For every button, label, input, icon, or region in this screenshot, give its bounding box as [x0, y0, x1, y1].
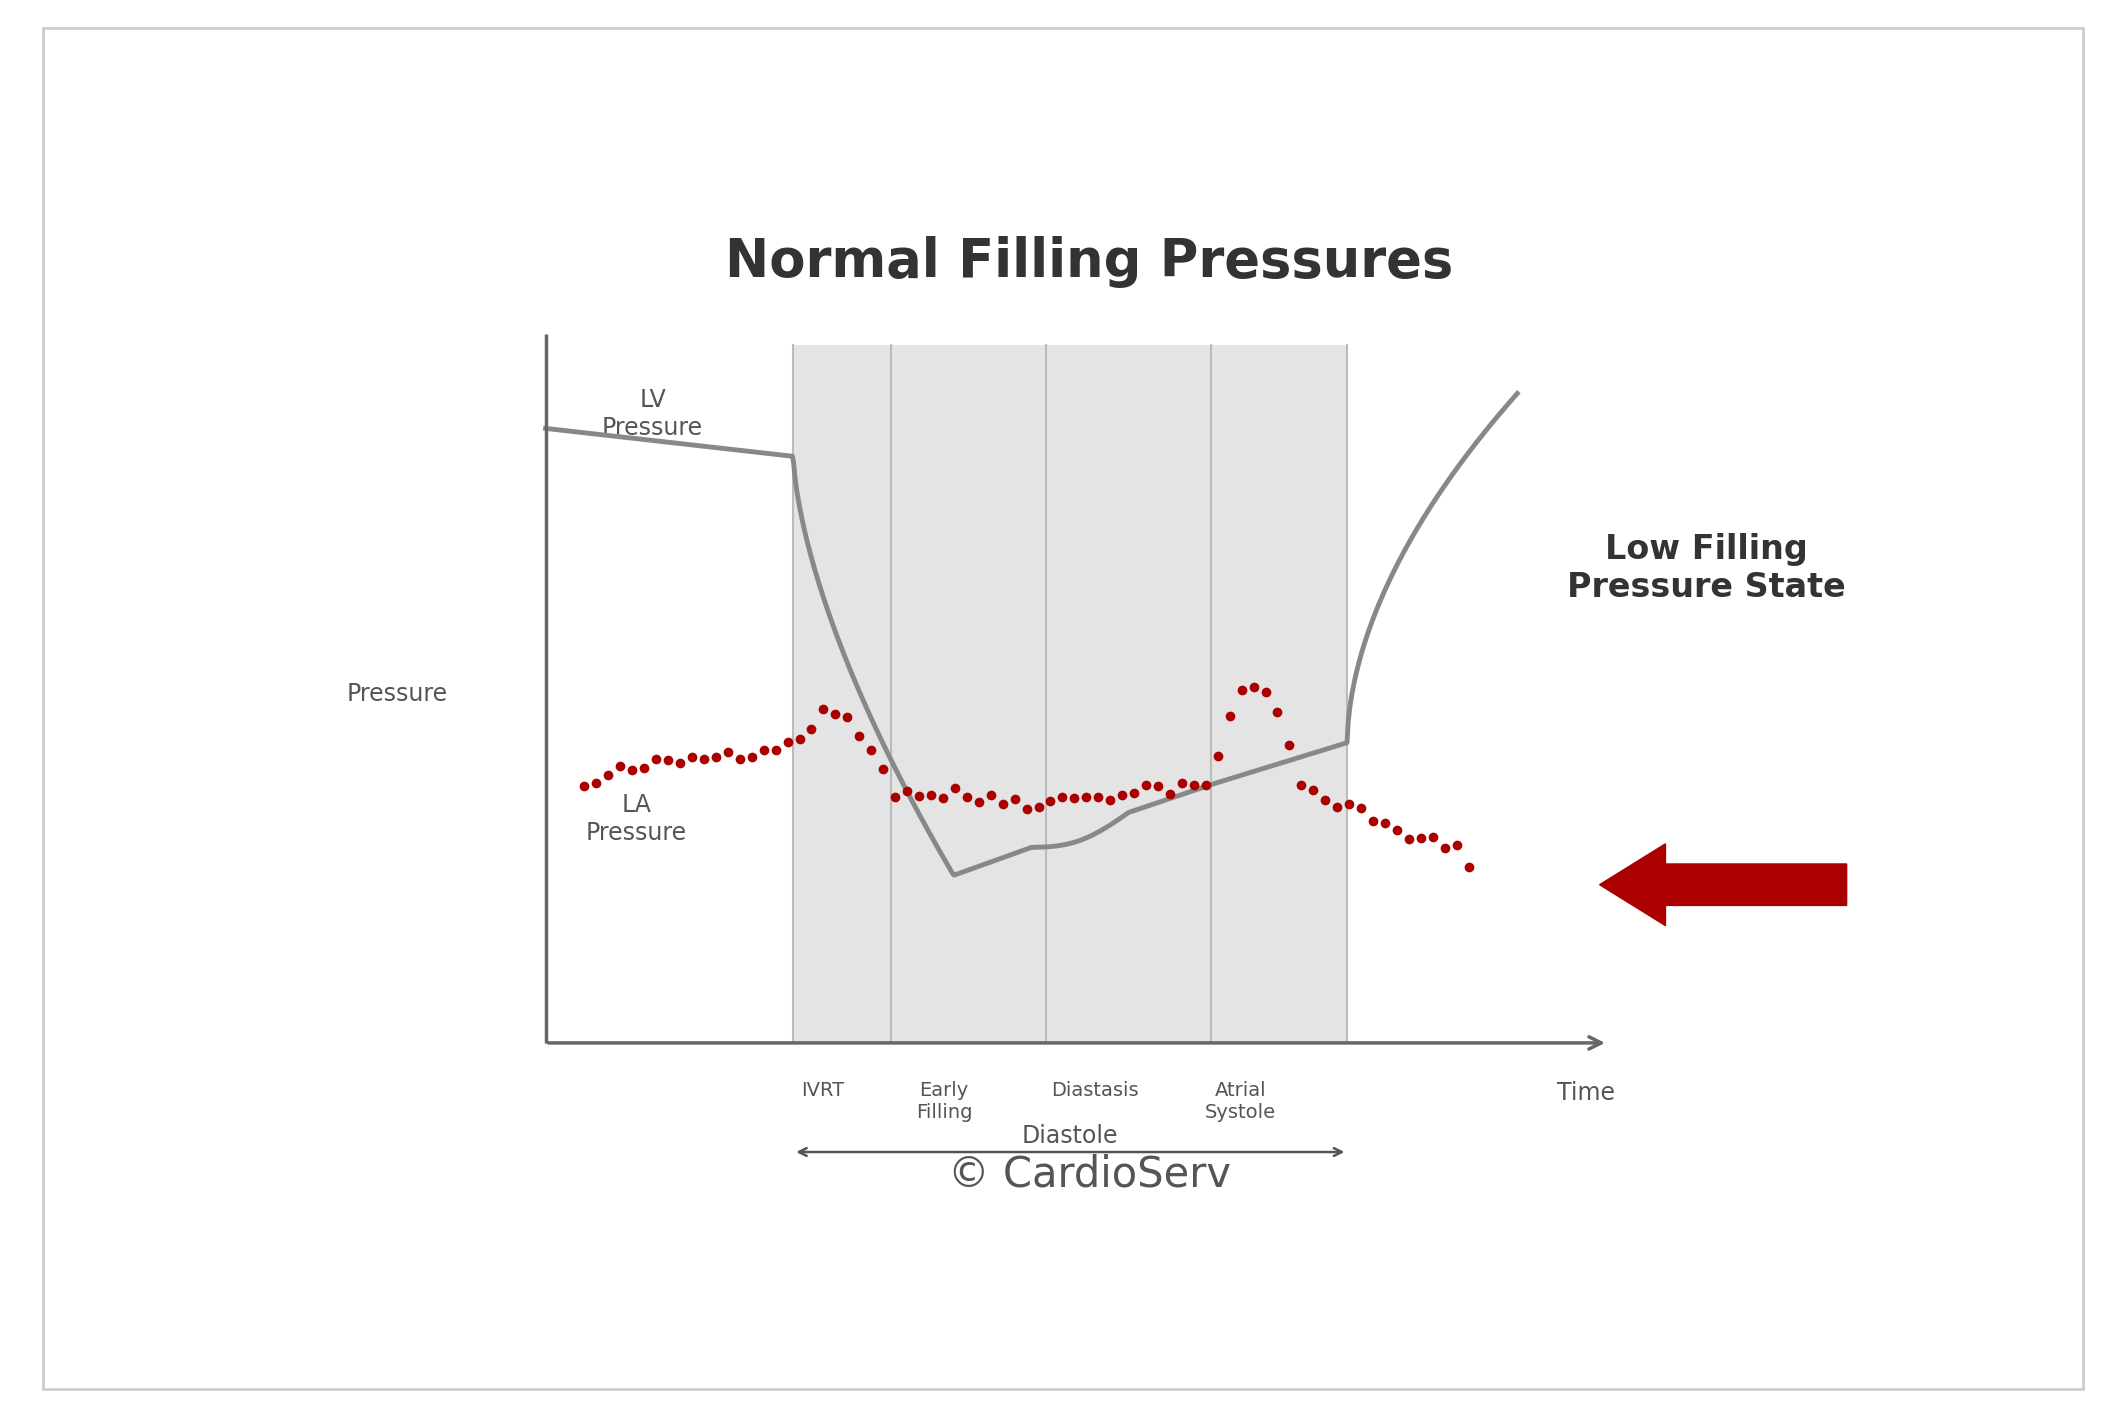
Text: Normal Filling Pressures: Normal Filling Pressures — [725, 235, 1454, 288]
FancyArrow shape — [1600, 843, 1847, 925]
Text: Low Filling
Pressure State: Low Filling Pressure State — [1568, 533, 1847, 604]
Text: © CardioServ: © CardioServ — [948, 1153, 1230, 1196]
Text: IVRT: IVRT — [801, 1081, 844, 1100]
Text: Diastole: Diastole — [1022, 1124, 1118, 1148]
Text: Early
Filling: Early Filling — [916, 1081, 973, 1122]
Bar — [793, 344, 1347, 1043]
Text: Diastasis: Diastasis — [1050, 1081, 1139, 1100]
Text: LA
Pressure: LA Pressure — [586, 794, 686, 845]
Text: Pressure: Pressure — [346, 682, 448, 706]
Text: Atrial
Systole: Atrial Systole — [1205, 1081, 1275, 1122]
Text: LV
Pressure: LV Pressure — [601, 388, 703, 441]
Text: Time: Time — [1558, 1081, 1615, 1105]
